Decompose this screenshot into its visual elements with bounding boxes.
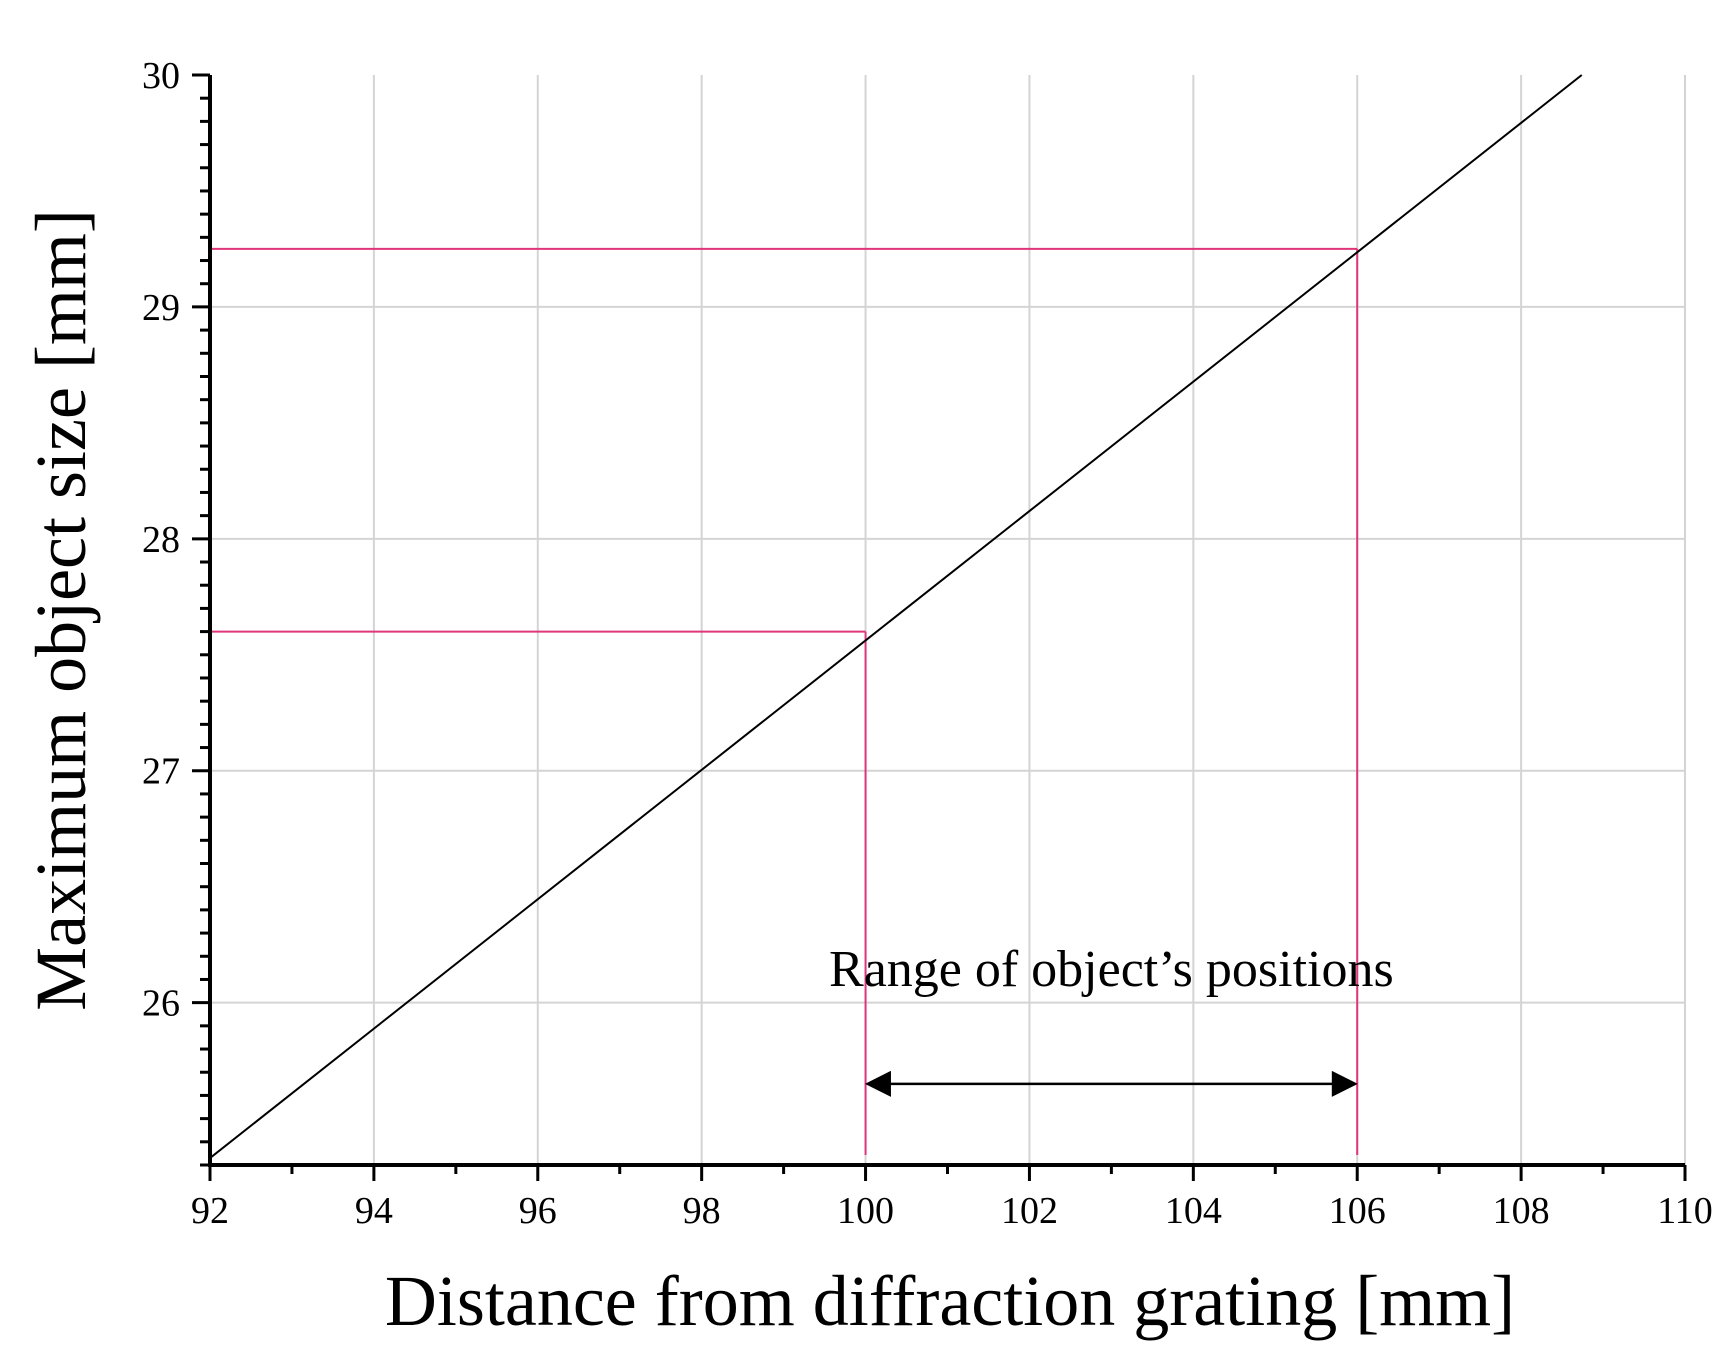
x-tick-label: 96 — [519, 1190, 557, 1232]
series-line — [209, 74, 1583, 1159]
axes — [192, 73, 1687, 1181]
series-layer — [209, 74, 1583, 1159]
x-tick-label: 98 — [683, 1190, 721, 1232]
y-tick-label: 30 — [142, 55, 180, 97]
y-axis-title: Maximum object size [mm] — [21, 209, 101, 1011]
x-tick-label: 100 — [837, 1190, 894, 1232]
tick-labels: 92 94 96 98 100 102 104 106 108 110 26 27 28 29 30 — [142, 55, 1713, 1232]
x-axis-title: Distance from diffraction grating [mm] — [385, 1261, 1515, 1341]
x-tick-label: 108 — [1493, 1190, 1550, 1232]
annotation-label: Range of object’s positions — [829, 941, 1394, 998]
y-tick-label: 27 — [142, 751, 180, 793]
x-tick-label: 94 — [355, 1190, 393, 1232]
x-tick-label: 102 — [1001, 1190, 1058, 1232]
x-tick-label: 110 — [1657, 1190, 1713, 1232]
reference-lines — [210, 247, 1359, 1155]
grid-layer — [210, 75, 1686, 1165]
x-tick-label: 106 — [1329, 1190, 1386, 1232]
y-tick-label: 28 — [142, 519, 180, 561]
x-tick-label: 92 — [191, 1190, 229, 1232]
y-tick-label: 29 — [142, 287, 180, 329]
y-tick-label: 26 — [142, 983, 180, 1025]
x-tick-label: 104 — [1165, 1190, 1222, 1232]
